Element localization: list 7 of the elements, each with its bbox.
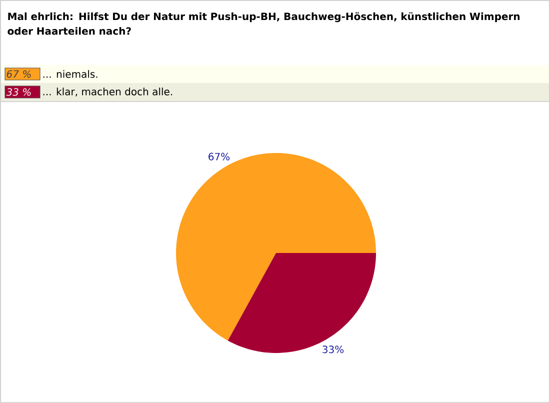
chart-title: Mal ehrlich: Hilfst Du der Natur mit Push-up-BH, Bauchweg-Höschen, künstlichen Wimpern oder Haarteilen nach? <box>8 12 520 35</box>
data-label: 67% <box>208 152 230 160</box>
legend-label: ... klar, machen doch alle. <box>43 88 172 96</box>
text: 67 % <box>6 70 31 78</box>
legend-label: ... niemals. <box>43 70 98 78</box>
text: 33 % <box>6 88 31 96</box>
data-label: 33% <box>322 346 344 354</box>
